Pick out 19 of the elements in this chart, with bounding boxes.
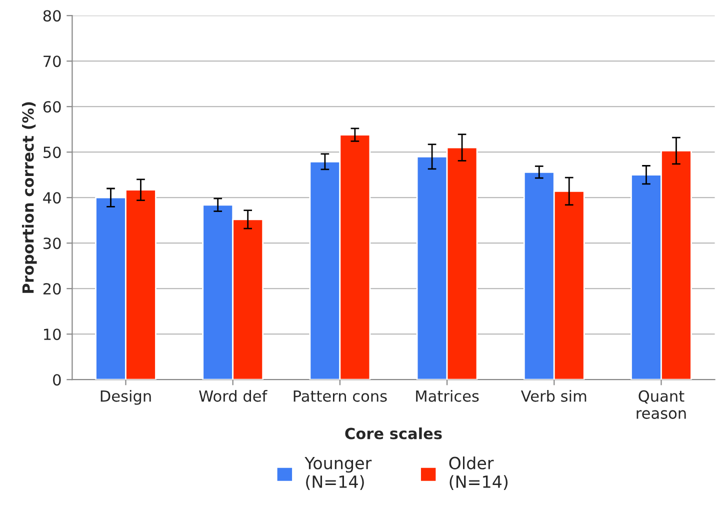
x-tick-label: Pattern cons bbox=[294, 390, 387, 402]
legend-label: Younger (N=14) bbox=[304, 456, 372, 490]
legend-label: Older (N=14) bbox=[449, 456, 508, 490]
x-tick-label: Design bbox=[100, 390, 151, 405]
y-tick-label: 20 bbox=[43, 283, 61, 295]
y-tick-label: 0 bbox=[53, 374, 61, 386]
y-axis-title: Proportion correct (%) bbox=[22, 102, 37, 293]
x-tick-label: Verb sim bbox=[520, 390, 586, 402]
y-tick-label: 70 bbox=[44, 56, 61, 68]
y-tick-label: 40 bbox=[43, 192, 61, 204]
y-tick-label: 50 bbox=[44, 146, 61, 158]
y-tick-label: 80 bbox=[43, 10, 61, 22]
y-tick-label: 30 bbox=[44, 238, 61, 250]
x-tick-label: Word def bbox=[199, 390, 268, 402]
y-tick-label: 10 bbox=[44, 328, 61, 340]
x-axis-title: Core scales bbox=[345, 427, 442, 440]
x-tick-label: Quant reason bbox=[636, 390, 686, 419]
x-tick-label: Matrices bbox=[416, 390, 479, 402]
y-tick-label: 60 bbox=[43, 101, 61, 113]
